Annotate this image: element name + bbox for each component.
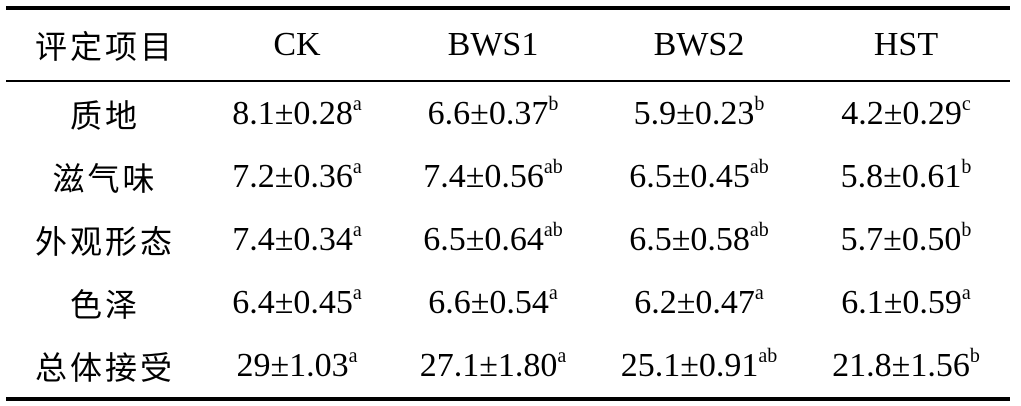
significance-letter: a xyxy=(557,344,567,367)
table-row: 质地 8.1±0.28a 6.6±0.37b 5.9±0.23b 4.2±0.2… xyxy=(6,81,1010,145)
significance-letter: b xyxy=(961,218,972,241)
table-body: 质地 8.1±0.28a 6.6±0.37b 5.9±0.23b 4.2±0.2… xyxy=(6,81,1010,399)
header-evaluation-item: 评定项目 xyxy=(34,28,175,66)
table-cell: 6.5±0.58ab xyxy=(596,208,802,271)
table-cell: 6.1±0.59a xyxy=(802,271,1010,334)
significance-letter: ab xyxy=(758,344,778,367)
cell-value: 29±1.03 xyxy=(236,346,349,384)
significance-letter: c xyxy=(961,92,971,115)
cell-value: 27.1±1.80 xyxy=(419,346,558,384)
cell-value: 6.5±0.64 xyxy=(423,220,544,258)
cell-value: 5.9±0.23 xyxy=(633,94,755,132)
cell-value: 25.1±0.91 xyxy=(620,346,759,384)
cell-value: 8.1±0.28 xyxy=(232,94,353,132)
significance-letter: a xyxy=(548,281,558,304)
cell-value: 4.2±0.29 xyxy=(841,94,962,132)
cell-value: 6.5±0.45 xyxy=(629,157,750,195)
table-cell: 5.8±0.61b xyxy=(802,145,1010,208)
table-row: 滋气味 7.2±0.36a 7.4±0.56ab 6.5±0.45ab 5.8±… xyxy=(6,145,1010,208)
sensory-evaluation-table-container: 评定项目 CK BWS1 BWS2 HST 质地 8.1±0.28a 6.6±0… xyxy=(6,6,1010,400)
significance-letter: a xyxy=(348,344,358,367)
table-cell: 29±1.03a xyxy=(204,334,390,399)
significance-letter: b xyxy=(969,344,980,367)
row-label: 总体接受 xyxy=(34,348,175,387)
row-label: 色泽 xyxy=(69,285,140,324)
cell-value: 7.4±0.34 xyxy=(232,220,353,258)
cell-value: 6.6±0.54 xyxy=(428,283,549,321)
significance-letter: ab xyxy=(543,155,563,178)
sensory-evaluation-table: 评定项目 CK BWS1 BWS2 HST 质地 8.1±0.28a 6.6±0… xyxy=(6,6,1010,401)
table-row: 总体接受 29±1.03a 27.1±1.80a 25.1±0.91ab 21.… xyxy=(6,334,1010,399)
cell-value: 7.4±0.56 xyxy=(423,157,544,195)
table-cell: 6.5±0.64ab xyxy=(390,208,596,271)
cell-value: 6.4±0.45 xyxy=(232,283,353,321)
significance-letter: ab xyxy=(749,155,769,178)
table-row: 外观形态 7.4±0.34a 6.5±0.64ab 6.5±0.58ab 5.7… xyxy=(6,208,1010,271)
cell-value: 5.8±0.61 xyxy=(840,157,962,195)
significance-letter: b xyxy=(548,92,559,115)
significance-letter: b xyxy=(961,155,972,178)
significance-letter: ab xyxy=(749,218,769,241)
significance-letter: a xyxy=(961,281,971,304)
row-label: 质地 xyxy=(69,96,140,135)
header-bws1: BWS1 xyxy=(447,26,539,63)
significance-letter: a xyxy=(352,281,362,304)
table-row: 色泽 6.4±0.45a 6.6±0.54a 6.2±0.47a 6.1±0.5… xyxy=(6,271,1010,334)
table-cell: 7.4±0.56ab xyxy=(390,145,596,208)
table-cell: 6.6±0.37b xyxy=(390,81,596,145)
significance-letter: a xyxy=(352,155,362,178)
table-cell: 6.5±0.45ab xyxy=(596,145,802,208)
table-cell: 25.1±0.91ab xyxy=(596,334,802,399)
table-header: 评定项目 CK BWS1 BWS2 HST xyxy=(6,8,1010,81)
table-cell: 5.9±0.23b xyxy=(596,81,802,145)
table-cell: 8.1±0.28a xyxy=(204,81,390,145)
table-cell: 7.2±0.36a xyxy=(204,145,390,208)
table-cell: 7.4±0.34a xyxy=(204,208,390,271)
cell-value: 7.2±0.36 xyxy=(232,157,353,195)
cell-value: 6.5±0.58 xyxy=(629,220,750,258)
row-label: 滋气味 xyxy=(52,159,158,198)
cell-value: 5.7±0.50 xyxy=(840,220,962,258)
header-row: 评定项目 CK BWS1 BWS2 HST xyxy=(6,8,1010,81)
significance-letter: a xyxy=(352,218,362,241)
significance-letter: ab xyxy=(543,218,563,241)
significance-letter: a xyxy=(754,281,764,304)
table-cell: 6.2±0.47a xyxy=(596,271,802,334)
cell-value: 6.2±0.47 xyxy=(634,283,755,321)
table-cell: 4.2±0.29c xyxy=(802,81,1010,145)
table-cell: 21.8±1.56b xyxy=(802,334,1010,399)
header-hst: HST xyxy=(873,26,939,63)
header-bws2: BWS2 xyxy=(653,26,745,63)
table-cell: 6.6±0.54a xyxy=(390,271,596,334)
table-cell: 27.1±1.80a xyxy=(390,334,596,399)
table-cell: 6.4±0.45a xyxy=(204,271,390,334)
header-ck: CK xyxy=(273,26,321,63)
cell-value: 21.8±1.56 xyxy=(832,346,970,384)
significance-letter: b xyxy=(754,92,765,115)
table-cell: 5.7±0.50b xyxy=(802,208,1010,271)
row-label: 外观形态 xyxy=(34,222,175,261)
cell-value: 6.6±0.37 xyxy=(427,94,549,132)
significance-letter: a xyxy=(352,92,362,115)
cell-value: 6.1±0.59 xyxy=(841,283,962,321)
